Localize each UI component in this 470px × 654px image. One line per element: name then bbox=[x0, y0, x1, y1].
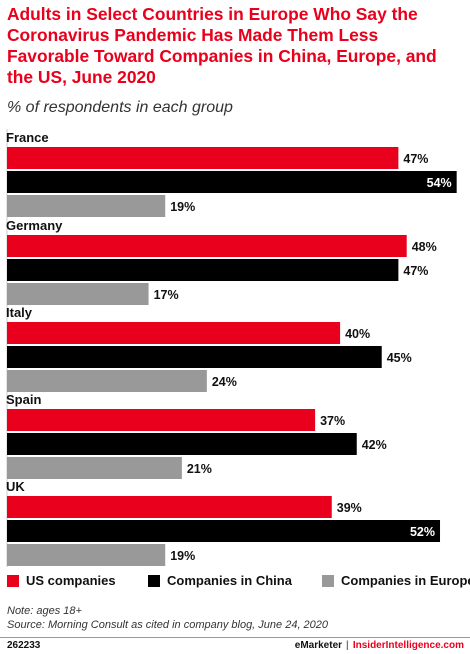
footer-brand: eMarketer | InsiderIntelligence.com bbox=[295, 640, 464, 651]
category-label-uk: UK bbox=[6, 479, 25, 494]
data-label-france-europe: 19% bbox=[170, 200, 195, 214]
legend-label-china: Companies in China bbox=[167, 573, 292, 588]
note-text: Note: ages 18+ bbox=[7, 605, 82, 617]
category-label-spain: Spain bbox=[6, 392, 41, 407]
category-label-italy: Italy bbox=[6, 305, 33, 320]
bar-spain-us bbox=[7, 409, 316, 431]
data-label-uk-europe: 19% bbox=[170, 549, 195, 563]
data-label-italy-europe: 24% bbox=[212, 375, 237, 389]
bar-spain-europe bbox=[7, 457, 182, 479]
brand-separator: | bbox=[346, 640, 349, 651]
bar-germany-us bbox=[7, 235, 407, 257]
bar-uk-us bbox=[7, 496, 332, 518]
bar-italy-europe bbox=[7, 370, 207, 392]
bar-chart: France 47% 54% 19% Germany 48% 47% 17% Italy 40% 4… bbox=[0, 129, 470, 567]
bar-germany-china bbox=[7, 259, 399, 281]
chart-notes: Note: ages 18+ Source: Morning Consult a… bbox=[7, 604, 328, 632]
category-label-france: France bbox=[6, 130, 49, 145]
legend-item-china: Companies in China bbox=[148, 573, 292, 588]
legend-label-europe: Companies in Europe bbox=[341, 573, 470, 588]
legend-item-europe: Companies in Europe bbox=[322, 573, 470, 588]
bar-italy-china bbox=[7, 346, 382, 368]
brand-emarketer: eMarketer bbox=[294, 640, 343, 651]
chart-id: 262233 bbox=[7, 640, 41, 651]
legend-swatch-china bbox=[148, 574, 160, 587]
bar-italy-us bbox=[7, 322, 341, 344]
category-label-germany: Germany bbox=[6, 218, 63, 233]
legend-swatch-europe bbox=[322, 574, 334, 587]
bar-spain-china bbox=[7, 433, 357, 455]
footer-divider bbox=[0, 637, 470, 638]
data-label-italy-china: 45% bbox=[387, 351, 412, 365]
data-label-germany-europe: 17% bbox=[154, 288, 179, 302]
legend-item-us: US companies bbox=[7, 573, 116, 588]
data-label-france-us: 47% bbox=[403, 152, 428, 166]
bar-uk-europe bbox=[7, 544, 166, 566]
source-text: Source: Morning Consult as cited in comp… bbox=[7, 619, 329, 631]
data-label-uk-us: 39% bbox=[337, 501, 362, 515]
chart-subtitle: % of respondents in each group bbox=[7, 99, 233, 116]
data-label-germany-china: 47% bbox=[403, 264, 428, 278]
bar-chart-svg: France 47% 54% 19% Germany 48% 47% 17% Italy 40% 4… bbox=[6, 129, 457, 567]
legend-swatch-us bbox=[7, 574, 19, 587]
data-label-germany-us: 48% bbox=[412, 240, 437, 254]
bar-france-us bbox=[7, 147, 399, 169]
chart-legend: US companies Companies in China Companie… bbox=[7, 573, 470, 591]
data-label-france-china: 54% bbox=[427, 176, 452, 190]
data-label-italy-us: 40% bbox=[345, 327, 370, 341]
bar-france-china bbox=[7, 171, 457, 193]
data-label-spain-china: 42% bbox=[362, 438, 387, 452]
chart-title: Adults in Select Countries in Europe Who… bbox=[7, 4, 437, 87]
bar-uk-china bbox=[7, 520, 441, 542]
data-label-spain-us: 37% bbox=[320, 414, 345, 428]
data-label-spain-europe: 21% bbox=[187, 462, 212, 476]
bar-france-europe bbox=[7, 195, 166, 217]
legend-label-us: US companies bbox=[26, 573, 116, 588]
bar-germany-europe bbox=[7, 283, 149, 305]
data-label-uk-china: 52% bbox=[410, 525, 435, 539]
brand-insider-link[interactable]: InsiderIntelligence.com bbox=[352, 640, 464, 651]
